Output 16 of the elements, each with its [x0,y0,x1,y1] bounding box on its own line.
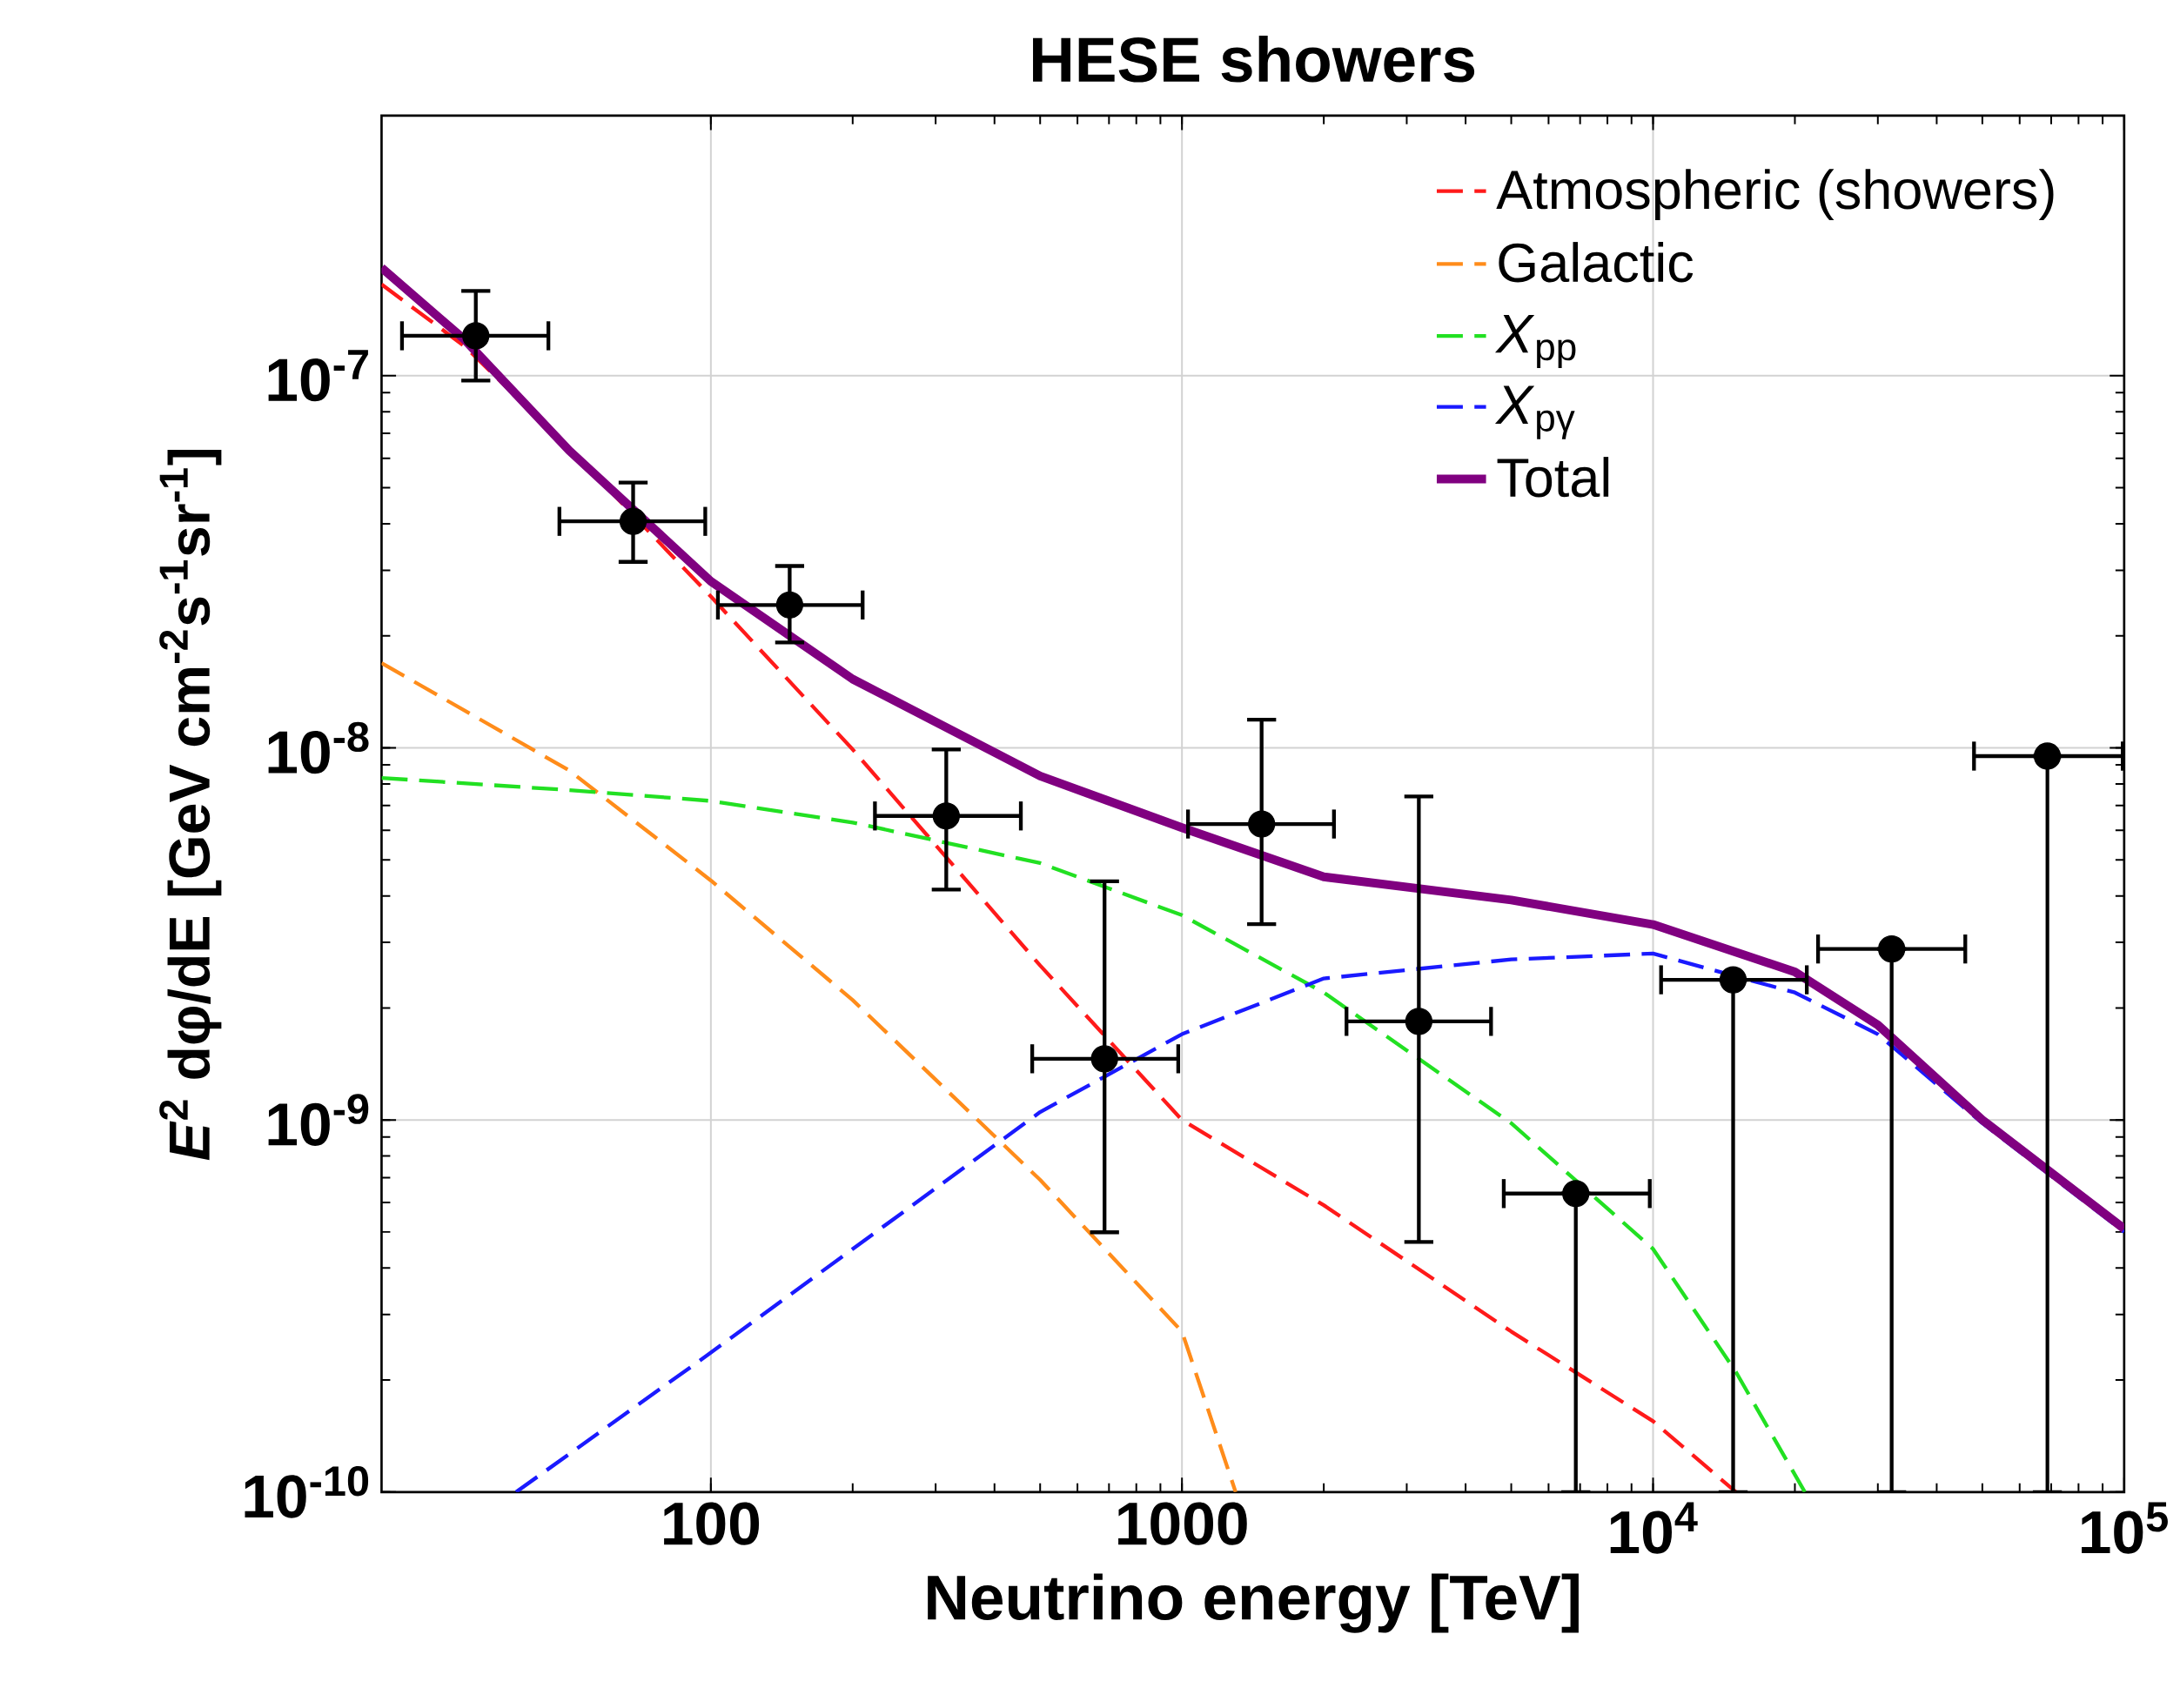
legend-label: Galactic [1499,241,1694,283]
chart-title: HESE showers [1033,35,1475,83]
text: E$^{2}$ dφ/dE [GeV cm$^{-2}$s$^{-1}$sr$^{-1}$] [159,449,222,1160]
y-tick-label: 10$^{-8}$ [268,721,369,774]
legend-label: X$_{pγ}$ [1495,385,1575,439]
y-tick-label: 10$^{-7}$ [268,349,368,402]
y-tick-label: 10$^{-10}$ [245,1465,369,1518]
legend-label: X$_{pp}$ [1495,314,1576,368]
x-axis-title: Neutrino energy [TeV] [928,1573,1579,1633]
x-tick-label: 1000 [1118,1502,1247,1545]
legend-label: Total [1497,456,1609,498]
x-tick-label: 10$^{5}$ [2082,1502,2168,1554]
y-tick-label: 10$^{-9}$ [268,1094,369,1146]
x-tick-label: 100 [664,1502,760,1545]
legend-label: Atmospheric (showers) [1496,169,2054,220]
x-tick-label: 10$^{4}$ [1610,1502,1698,1554]
